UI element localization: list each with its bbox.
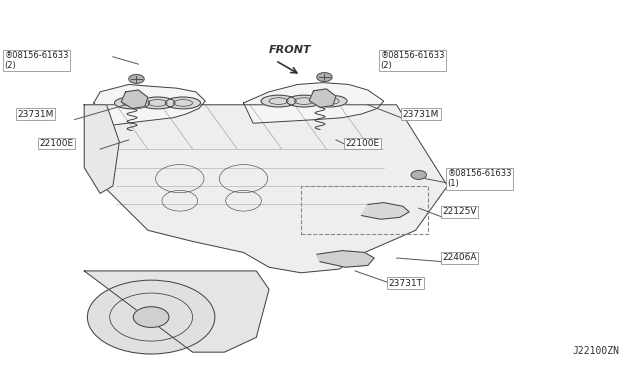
Text: 23731T: 23731T: [388, 279, 422, 288]
Polygon shape: [84, 105, 119, 193]
Polygon shape: [94, 84, 205, 125]
Text: ®08156-61633
(1): ®08156-61633 (1): [447, 169, 512, 188]
Polygon shape: [317, 251, 374, 267]
Polygon shape: [121, 90, 148, 109]
Text: 23731M: 23731M: [403, 109, 439, 119]
Text: J22100ZN: J22100ZN: [573, 346, 620, 356]
Text: 22125V: 22125V: [442, 207, 477, 217]
Polygon shape: [244, 83, 384, 123]
Polygon shape: [84, 271, 269, 352]
Ellipse shape: [287, 95, 321, 107]
Text: FRONT: FRONT: [269, 45, 312, 55]
Circle shape: [411, 170, 426, 179]
Text: 22100E: 22100E: [40, 139, 74, 148]
Circle shape: [88, 280, 215, 354]
Circle shape: [129, 74, 144, 83]
Ellipse shape: [312, 95, 347, 107]
Ellipse shape: [261, 95, 296, 107]
Polygon shape: [84, 105, 447, 273]
Ellipse shape: [166, 97, 200, 109]
Text: 22100E: 22100E: [346, 139, 380, 148]
Polygon shape: [362, 203, 409, 219]
Text: ®08156-61633
(2): ®08156-61633 (2): [4, 51, 69, 70]
Text: 22406A: 22406A: [442, 253, 477, 263]
Text: ®08156-61633
(2): ®08156-61633 (2): [381, 51, 445, 70]
Circle shape: [317, 73, 332, 81]
Text: 23731M: 23731M: [17, 109, 54, 119]
Ellipse shape: [115, 97, 150, 109]
Ellipse shape: [140, 97, 175, 109]
Circle shape: [133, 307, 169, 327]
Polygon shape: [309, 89, 336, 108]
